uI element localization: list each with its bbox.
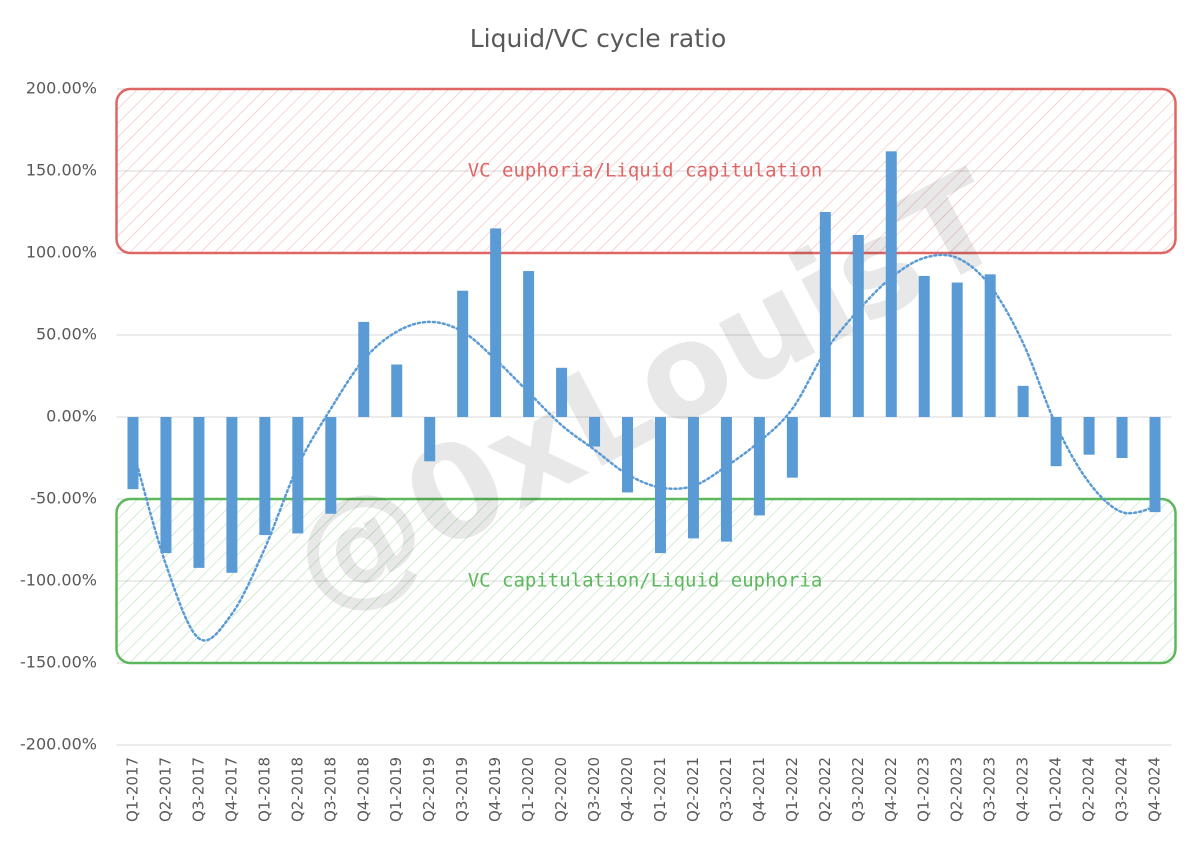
bar (259, 417, 271, 536)
bar (622, 417, 634, 493)
x-tick-label: Q4-2023 (1014, 757, 1032, 822)
x-tick-label: Q1-2022 (783, 757, 801, 822)
bar (292, 417, 304, 534)
x-tick-label: Q4-2018 (354, 757, 372, 822)
bar (819, 212, 831, 417)
y-tick-label: -50.00% (30, 489, 97, 508)
x-tick-label: Q3-2021 (717, 757, 735, 822)
bar (1050, 417, 1062, 467)
y-tick-label: -150.00% (20, 653, 97, 672)
y-tick-label: 0.00% (46, 407, 97, 426)
x-tick-label: Q3-2024 (1113, 757, 1131, 822)
x-tick-label: Q1-2019 (387, 757, 405, 822)
bar (1083, 417, 1095, 455)
bar (984, 274, 996, 417)
x-tick-label: Q1-2023 (915, 757, 933, 822)
x-tick-label: Q2-2018 (288, 757, 306, 822)
x-tick-label: Q3-2018 (321, 757, 339, 822)
bar (786, 417, 798, 478)
x-tick-label: Q2-2021 (684, 757, 702, 822)
y-tick-label: 150.00% (26, 161, 97, 180)
x-tick-label: Q1-2021 (651, 757, 669, 822)
x-tick-label: Q2-2023 (948, 757, 966, 822)
bar (523, 271, 535, 417)
x-tick-label: Q1-2020 (519, 757, 537, 822)
bar (951, 282, 963, 417)
x-tick-label: Q3-2019 (453, 757, 471, 822)
bar (1017, 385, 1029, 417)
bar (1149, 417, 1161, 513)
bar (589, 417, 601, 447)
x-tick-label: Q4-2024 (1146, 757, 1164, 822)
bar (556, 367, 568, 417)
chart-title: Liquid/VC cycle ratio (470, 24, 727, 53)
x-tick-label: Q1-2017 (123, 757, 141, 822)
x-tick-label: Q4-2022 (882, 757, 900, 822)
x-tick-label: Q3-2022 (849, 757, 867, 822)
bar (720, 417, 732, 542)
bar (490, 228, 502, 417)
x-tick-label: Q1-2024 (1047, 757, 1065, 822)
bar (424, 417, 436, 462)
x-tick-label: Q2-2019 (420, 757, 438, 822)
y-tick-label: 50.00% (36, 325, 97, 344)
y-tick-label: -200.00% (20, 735, 97, 754)
x-tick-label: Q2-2024 (1080, 757, 1098, 822)
bar (885, 151, 897, 417)
x-tick-label: Q4-2020 (618, 757, 636, 822)
bar (193, 417, 205, 568)
y-tick-label: 200.00% (26, 79, 97, 98)
x-tick-label: Q2-2022 (816, 757, 834, 822)
trendline (131, 253, 1157, 642)
bar (753, 417, 765, 516)
bar (226, 417, 238, 573)
bar (160, 417, 172, 554)
bar (127, 417, 139, 490)
bar (1116, 417, 1128, 458)
x-tick-label: Q3-2017 (189, 757, 207, 822)
bar (325, 417, 337, 514)
zone (115, 497, 1177, 665)
bar (457, 290, 469, 417)
bar (654, 417, 666, 554)
x-tick-label: Q3-2020 (585, 757, 603, 822)
y-tick-label: 100.00% (26, 243, 97, 262)
zone-label: VC euphoria/Liquid capitulation (468, 160, 823, 182)
bar (918, 275, 930, 417)
x-tick-label: Q2-2020 (552, 757, 570, 822)
x-tick-label: Q4-2019 (486, 757, 504, 822)
bar (391, 364, 403, 417)
bar (358, 321, 370, 417)
bar (852, 234, 864, 417)
zone (115, 87, 1177, 255)
bar (687, 417, 699, 539)
zone-label: VC capitulation/Liquid euphoria (468, 570, 823, 592)
x-tick-label: Q1-2018 (255, 757, 273, 822)
x-tick-label: Q4-2021 (750, 757, 768, 822)
x-tick-label: Q4-2017 (222, 757, 240, 822)
y-tick-label: -100.00% (20, 571, 97, 590)
x-tick-label: Q3-2023 (981, 757, 999, 822)
x-tick-label: Q2-2017 (156, 757, 174, 822)
